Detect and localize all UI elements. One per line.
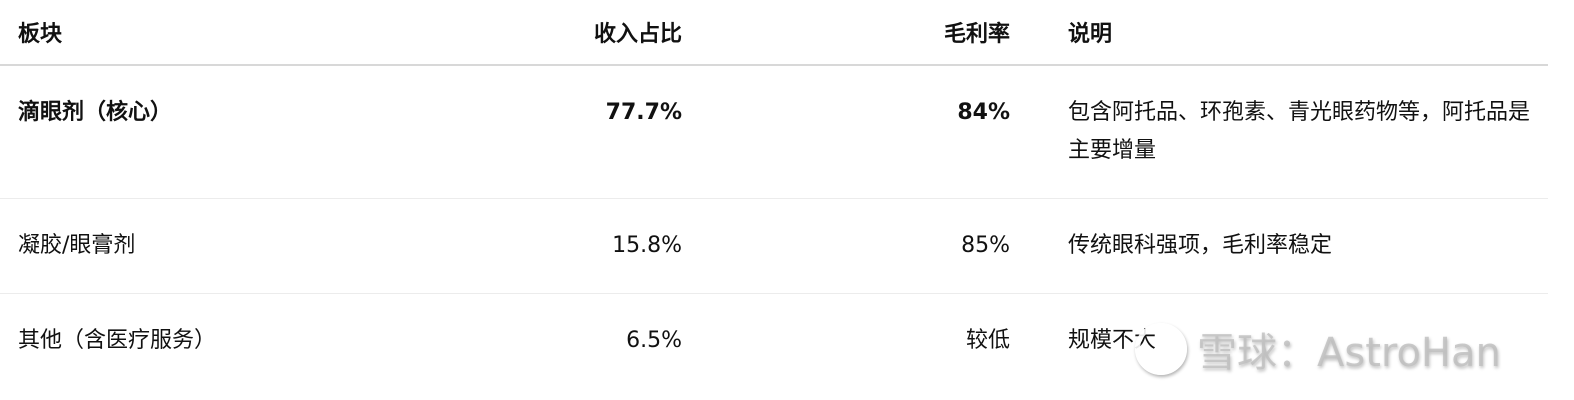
cell-share: 77.7%: [420, 65, 700, 199]
header-margin: 毛利率: [700, 0, 1028, 66]
cell-segment: 滴眼剂（核心）: [0, 65, 420, 199]
cell-segment: 凝胶/眼膏剂: [0, 198, 420, 294]
cell-share: 6.5%: [626, 328, 682, 353]
cell-segment: 其他（含医疗服务）: [18, 328, 217, 353]
header-share: 收入占比: [420, 0, 700, 66]
cell-note: 包含阿托品、环孢素、青光眼药物等，阿托品是主要增量: [1028, 65, 1548, 199]
cell-margin: 85%: [700, 198, 1028, 294]
header-segment: 板块: [0, 0, 420, 66]
snowball-logo-icon: [1135, 323, 1187, 375]
table-row: 滴眼剂（核心） 77.7% 84% 包含阿托品、环孢素、青光眼药物等，阿托品是主…: [0, 65, 1548, 199]
watermark: 雪球：AstroHan: [1135, 320, 1501, 378]
cell-share: 15.8%: [420, 198, 700, 294]
segment-table: 板块 收入占比 毛利率 说明 滴眼剂（核心） 77.7% 84% 包含阿托品、环…: [0, 0, 1548, 389]
cell-margin: 84%: [700, 65, 1028, 199]
cell-note: 传统眼科强项，毛利率稳定: [1028, 198, 1548, 294]
table-header: 板块 收入占比 毛利率 说明: [0, 0, 1548, 66]
table-row: 其他（含医疗服务） 6.5% 较低 规模不大: [0, 294, 1548, 389]
watermark-text: 雪球：AstroHan: [1197, 330, 1501, 376]
table-row: 凝胶/眼膏剂 15.8% 85% 传统眼科强项，毛利率稳定: [0, 198, 1548, 294]
cell-margin: 较低: [965, 328, 1010, 353]
header-note: 说明: [1028, 0, 1548, 66]
